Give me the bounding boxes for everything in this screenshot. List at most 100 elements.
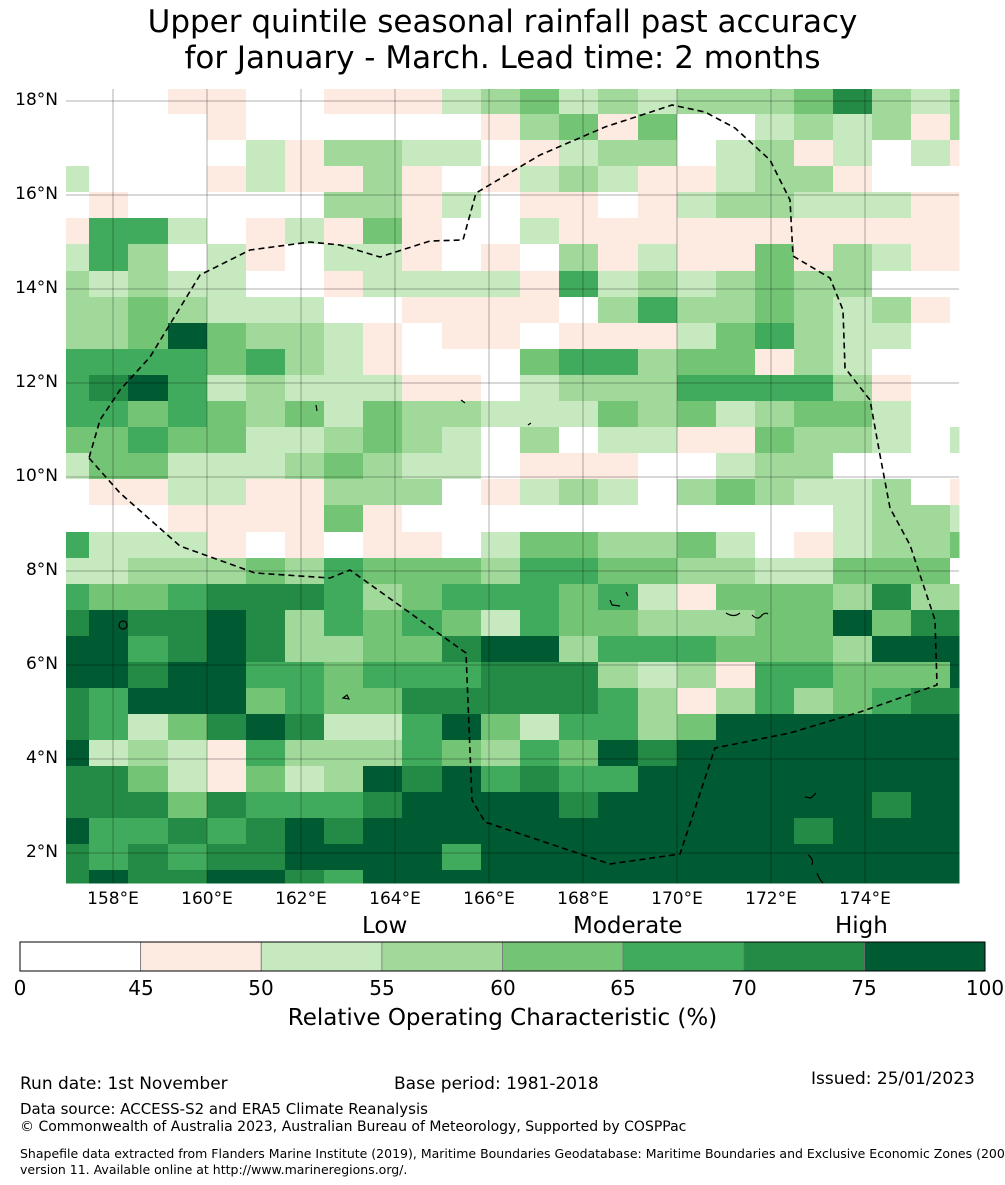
map-cell (442, 375, 482, 402)
map-cell (442, 244, 482, 272)
map-cell (89, 636, 129, 663)
map-cell (872, 349, 912, 376)
map-cell (66, 349, 90, 376)
map-cell (833, 349, 873, 376)
map-cell (950, 558, 960, 585)
map-cell (363, 766, 403, 793)
y-tick-label: 4°N (25, 748, 58, 768)
map-cell (598, 218, 639, 245)
map-cell (755, 558, 795, 585)
map-cell (128, 166, 169, 193)
map-cell (833, 505, 873, 533)
map-cell (950, 740, 960, 767)
map-cell (559, 505, 599, 533)
level-moderate: Moderate (573, 913, 683, 939)
map-cell (66, 271, 90, 298)
map-cell (89, 349, 129, 376)
map-cell (950, 349, 960, 376)
map-cell (285, 610, 325, 637)
map-cell (442, 114, 482, 141)
map-cell (66, 375, 90, 402)
map-cell (833, 844, 873, 871)
map-cell (481, 192, 521, 219)
map-cell (598, 740, 639, 767)
map-cell (402, 792, 443, 819)
map-cell (324, 532, 364, 559)
map-cell (638, 584, 678, 611)
map-cell (363, 714, 403, 741)
map-cell (324, 584, 364, 611)
map-cell (755, 218, 795, 245)
level-low: Low (362, 913, 408, 939)
map-cell (324, 792, 364, 819)
map-cell (794, 714, 834, 741)
map-cell (246, 453, 286, 480)
map-cell (950, 505, 960, 533)
map-cell (128, 297, 169, 324)
map-cell (677, 375, 717, 402)
map-cell (402, 375, 443, 402)
map-cell (911, 401, 951, 428)
map-cell (559, 610, 599, 637)
map-cell (442, 818, 482, 845)
map-cell (950, 218, 960, 245)
map-cell (794, 844, 834, 871)
map-cell (677, 192, 717, 219)
map-cell (402, 297, 443, 324)
map-cell (677, 218, 717, 245)
map-cell (324, 714, 364, 741)
map-cell (520, 870, 560, 884)
map-cell (363, 505, 403, 533)
map-cell (716, 244, 756, 272)
map-cell (872, 401, 912, 428)
map-cell (66, 166, 90, 193)
map-cell (950, 271, 960, 298)
map-cell (716, 375, 756, 402)
map-cell (794, 114, 834, 141)
map-cell (89, 401, 129, 428)
map-cell (911, 714, 951, 741)
map-cell (950, 714, 960, 741)
map-cell (363, 584, 403, 611)
map-cell (716, 610, 756, 637)
map-cell (363, 192, 403, 219)
x-tick-label: 166°E (463, 889, 515, 909)
map-cell (128, 818, 169, 845)
map-cell (128, 688, 169, 715)
map-cell (755, 584, 795, 611)
map-cell (716, 349, 756, 376)
map-cell (324, 323, 364, 350)
map-cell (677, 453, 717, 480)
map-cell (246, 610, 286, 637)
map-cell (950, 766, 960, 793)
map-cell (598, 766, 639, 793)
map-cell (324, 453, 364, 480)
map-cell (677, 114, 717, 141)
map-cell (911, 558, 951, 585)
map-cell (520, 636, 560, 663)
map-cell (168, 662, 208, 689)
map-cell (833, 636, 873, 663)
map-cell (66, 636, 90, 663)
map-cell (833, 688, 873, 715)
map-cell (442, 89, 482, 115)
map-cell (481, 297, 521, 324)
map-cell (755, 401, 795, 428)
map-cell (755, 505, 795, 533)
colorbar-tick: 55 (369, 976, 395, 1000)
map-cell (755, 140, 795, 167)
map-cell (168, 297, 208, 324)
map-cell (402, 271, 443, 298)
map-cell (833, 479, 873, 506)
map-cell (363, 218, 403, 245)
map-cell (755, 375, 795, 402)
map-cell (872, 244, 912, 272)
map-cell (559, 271, 599, 298)
map-cell (559, 297, 599, 324)
map-cell (207, 766, 247, 793)
map-cell (324, 349, 364, 376)
map-cell (89, 271, 129, 298)
map-cell (950, 166, 960, 193)
map-cell (207, 792, 247, 819)
map-cell (128, 427, 169, 454)
